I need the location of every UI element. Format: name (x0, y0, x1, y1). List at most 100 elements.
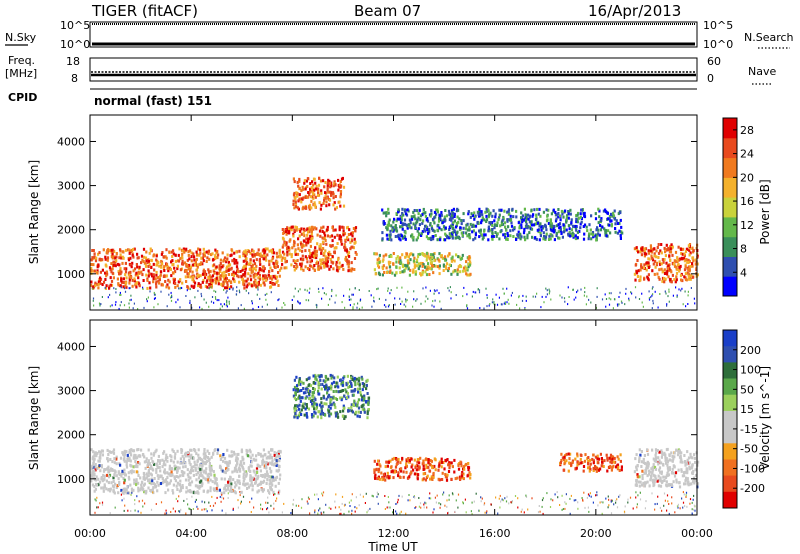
velocity-scatter-cell-0 (133, 481, 136, 485)
power-scatter-cell-0 (179, 268, 182, 272)
power-scatter-cell-4 (477, 212, 480, 216)
power-noise-cell (687, 290, 689, 293)
power-scatter-cell-0 (197, 247, 200, 251)
velocity-scatter-cell-3 (609, 460, 612, 464)
power-noise-cell (129, 287, 131, 290)
velocity-scatter-cell-0 (173, 456, 177, 460)
velocity-scatter-cell-0 (194, 484, 197, 488)
velocity-scatter-cell-0 (220, 468, 223, 472)
power-scatter-cell-3 (453, 259, 456, 263)
power-scatter-cell-4 (598, 209, 601, 213)
power-scatter-cell-0 (142, 247, 146, 251)
velocity-scatter-cell-4 (684, 463, 687, 467)
power-scatter-cell-4 (400, 216, 403, 220)
power-scatter-cell-3 (408, 253, 411, 257)
velocity-scatter-cell-0 (249, 450, 252, 454)
power-noise-cell (510, 294, 512, 297)
velocity-scatter-cell-0 (157, 454, 160, 458)
power-noise-cell (276, 307, 278, 310)
power-scatter-cell-4 (432, 235, 435, 238)
power-scatter-cell-5 (677, 245, 680, 249)
velocity-scatter-cell-0 (192, 465, 195, 469)
power-noise-cell (518, 296, 520, 299)
power-noise-cell (318, 290, 320, 293)
power-scatter-cell-5 (687, 265, 691, 269)
power-scatter-cell-2 (301, 185, 304, 189)
power-scatter-cell-0 (110, 248, 113, 252)
power-scatter-cell-0 (275, 280, 278, 284)
velocity-scatter-cell-1 (327, 405, 330, 409)
power-scatter-cell-0 (187, 250, 190, 254)
power-scatter-cell-5 (664, 254, 667, 258)
velocity-scatter-cell-0 (230, 450, 233, 454)
power-scatter-cell-0 (259, 252, 262, 256)
power-noise-cell (433, 292, 435, 295)
power-scatter-cell-2 (293, 206, 296, 210)
power-scatter-cell-2 (313, 203, 316, 207)
velocity-scatter-cell-1 (352, 393, 355, 397)
power-colorbar-swatch (723, 236, 737, 257)
power-scatter-cell-4 (575, 228, 578, 232)
power-scatter-cell-4 (382, 221, 385, 225)
velocity-scatter-cell-2 (453, 470, 456, 474)
velocity-scatter-cell-1 (360, 405, 363, 409)
power-noise-cell (406, 299, 408, 302)
velocity-scatter-cell-0 (178, 489, 181, 493)
power-scatter-cell-5 (673, 259, 676, 263)
power-scatter-cell-2 (310, 206, 313, 210)
power-scatter-cell-0 (250, 270, 253, 274)
power-scatter-cell-2 (293, 180, 296, 184)
power-scatter-cell-4 (385, 211, 389, 215)
power-scatter-cell-1 (342, 267, 345, 271)
power-scatter-cell-4 (497, 218, 500, 222)
velocity-scatter-cell-2 (461, 471, 464, 474)
velocity-scatter-cell-4 (691, 471, 694, 475)
power-noise-cell (216, 299, 218, 302)
power-scatter-cell-1 (347, 265, 350, 269)
velocity-scatter-cell-0 (135, 462, 138, 466)
power-scatter-cell-0 (167, 286, 171, 290)
power-scatter-cell-4 (557, 236, 560, 240)
power-scatter-cell-1 (293, 265, 296, 268)
power-scatter-cell-0 (230, 281, 233, 285)
power-scatter-cell-4 (388, 223, 391, 227)
velocity-scatter-cell-0 (146, 461, 149, 465)
power-scatter-cell-4 (427, 231, 430, 235)
power-scatter-cell-4 (485, 218, 489, 222)
power-scatter-cell-3 (374, 272, 377, 276)
power-scatter-cell-3 (404, 255, 407, 259)
power-scatter-cell-2 (309, 182, 312, 185)
date-title: 16/Apr/2013 (588, 2, 681, 20)
power-scatter-cell-3 (444, 265, 447, 269)
velocity-scatter-cell-0 (201, 482, 204, 486)
power-scatter-cell-2 (338, 200, 341, 204)
velocity-scatter-cell-1 (298, 407, 301, 411)
velocity-scatter-cell-4 (666, 463, 669, 467)
velocity-scatter-cell-0 (166, 471, 169, 475)
power-scatter-cell-4 (401, 227, 404, 231)
power-scatter-cell-4 (582, 212, 585, 216)
velocity-scatter-cell-0 (265, 462, 268, 466)
power-scatter-cell-0 (117, 282, 120, 286)
velocity-scatter-cell-2 (391, 457, 394, 461)
velocity-scatter-cell-4 (657, 474, 660, 478)
power-scatter-cell-4 (578, 229, 581, 233)
velocity-scatter-cell-4 (659, 484, 663, 488)
velocity-scatter-cell-0 (143, 460, 146, 464)
power-scatter-cell-2 (335, 206, 338, 210)
velocity-scatter-cell-2 (380, 471, 383, 475)
velocity-scatter-cell-1 (352, 389, 355, 393)
power-scatter-cell-4 (570, 228, 573, 232)
power-scatter-cell-4 (553, 228, 557, 232)
power-scatter-cell-5 (668, 267, 671, 271)
velocity-scatter-cell-1 (345, 383, 348, 387)
power-scatter-cell-1 (346, 262, 349, 266)
power-scatter-cell-4 (439, 216, 442, 220)
velocity-scatter-cell-0 (143, 490, 146, 494)
velocity-scatter-cell-0 (156, 474, 159, 478)
velocity-scatter-cell-4 (663, 479, 666, 482)
velocity-scatter-cell-1 (322, 412, 325, 416)
power-scatter-cell-4 (487, 215, 490, 219)
power-scatter-cell-0 (142, 279, 145, 282)
velocity-scatter-cell-0 (185, 486, 188, 490)
